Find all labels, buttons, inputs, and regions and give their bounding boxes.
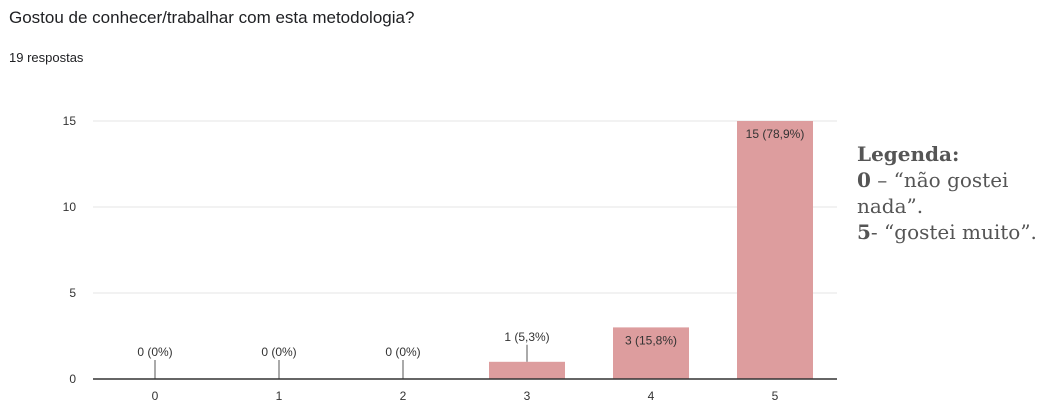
bar <box>489 361 565 379</box>
x-tick-label: 3 <box>524 389 531 403</box>
x-tick-label: 5 <box>772 389 779 403</box>
data-label: 1 (5,3%) <box>504 330 549 344</box>
y-tick-label: 0 <box>69 372 76 386</box>
y-tick-label: 15 <box>63 114 77 128</box>
legend-key-0: 0 <box>857 168 871 192</box>
data-label: 15 (78,9%) <box>746 127 805 141</box>
bar <box>613 327 689 379</box>
x-tick-label: 1 <box>276 389 283 403</box>
data-label: 3 (15,8%) <box>625 333 677 347</box>
data-label: 0 (0%) <box>261 345 296 359</box>
legend-key-5: 5 <box>857 220 871 244</box>
x-tick-label: 0 <box>152 389 159 403</box>
data-label: 0 (0%) <box>385 345 420 359</box>
legend-line-0-cont: nada”. <box>857 194 924 218</box>
bar <box>737 121 813 379</box>
bar-chart: 0 5 10 15 0 (0%) 0 0 (0%) 1 0 (0%) 2 1 (5,3%) 3 3 (1… <box>63 114 837 403</box>
legend-title: Legenda: <box>857 142 960 166</box>
y-tick-label: 5 <box>69 286 76 300</box>
question-title: Gostou de conhecer/trabalhar com esta me… <box>9 8 415 27</box>
x-tick-label: 2 <box>400 389 407 403</box>
response-count: 19 respostas <box>9 50 84 65</box>
legend-line-5: 5- “gostei muito”. <box>857 219 1037 245</box>
legend-text-5: - “gostei muito”. <box>870 220 1037 244</box>
legend-text-0: – “não gostei <box>870 168 1009 192</box>
legend: Legenda: 0 – “não gostei nada”. 5- “gost… <box>857 141 1037 245</box>
x-tick-label: 4 <box>648 389 655 403</box>
data-label: 0 (0%) <box>137 345 172 359</box>
legend-line-0: 0 – “não gostei <box>857 167 1037 193</box>
y-tick-label: 10 <box>63 200 77 214</box>
